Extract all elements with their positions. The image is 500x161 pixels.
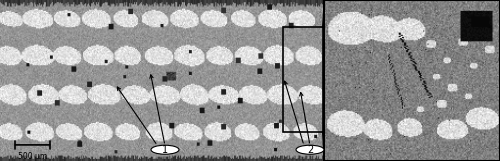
Bar <box>282 27 323 132</box>
Text: 500 μm: 500 μm <box>18 152 47 161</box>
Text: 1: 1 <box>162 145 168 155</box>
Circle shape <box>296 145 324 154</box>
Text: 2: 2 <box>307 145 313 155</box>
Circle shape <box>151 145 179 154</box>
